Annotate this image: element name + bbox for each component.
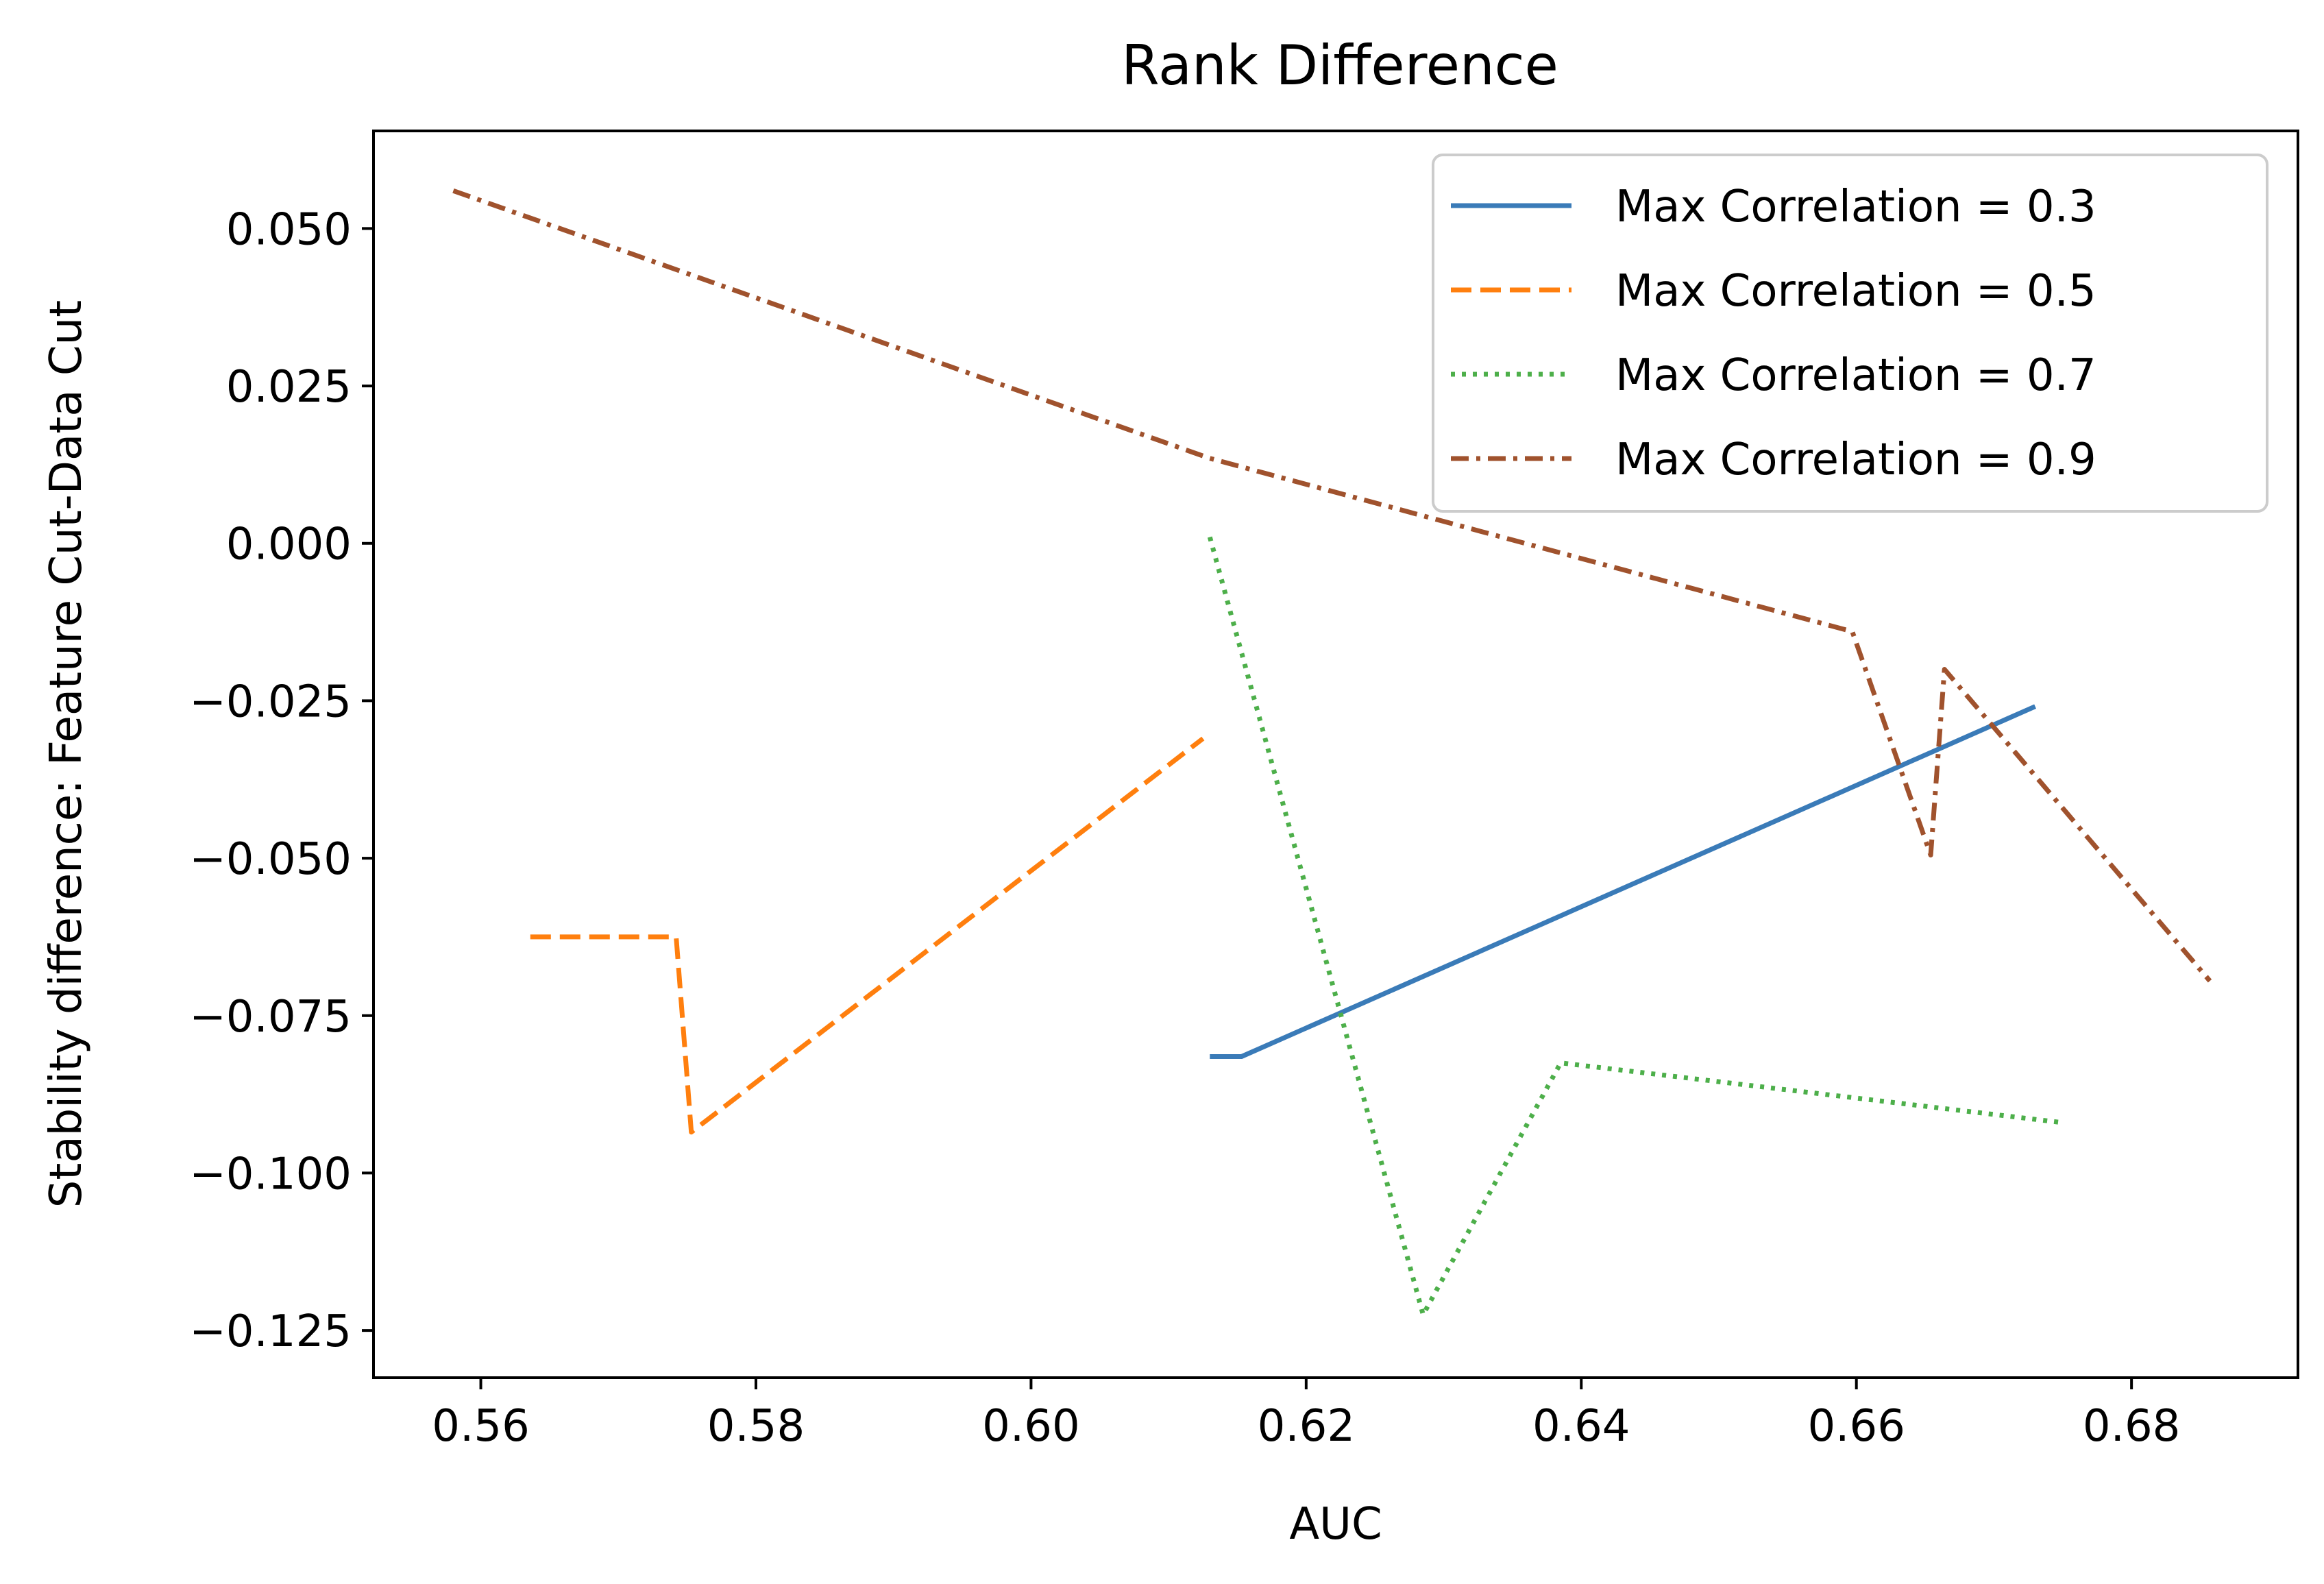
y-tick-label: −0.075 [189,992,352,1043]
legend-label-3: Max Correlation = 0.7 [1615,350,2096,401]
x-tick-label: 0.58 [707,1401,805,1452]
series-line-2 [530,736,1205,1135]
y-axis-label: Stability difference: Feature Cut-Data C… [41,300,92,1208]
series-line-4 [452,188,2212,983]
x-tick-label: 0.68 [2083,1401,2181,1452]
legend-label-1: Max Correlation = 0.3 [1615,182,2096,232]
series-layer [452,188,2212,1317]
x-tick-label: 0.62 [1258,1401,1356,1452]
y-tick-label: −0.050 [189,834,352,885]
legend-label-4: Max Correlation = 0.9 [1615,435,2096,485]
legend-box [1432,154,2268,513]
y-tick-label: −0.100 [189,1149,352,1199]
x-tick-label: 0.66 [1807,1401,1905,1452]
y-tick-label: 0.000 [226,520,352,570]
chart-title: Rank Difference [1121,34,1558,97]
x-axis-label: AUC [1289,1499,1382,1550]
plot-frame [372,130,2299,1379]
legend: Max Correlation = 0.3 Max Correlation = 0… [1432,154,2268,513]
x-tick-label: 0.64 [1532,1401,1630,1452]
y-tick-label: −0.025 [189,677,352,727]
legend-label-2: Max Correlation = 0.5 [1615,266,2096,317]
x-axis: 0.56 0.58 0.60 0.62 0.64 0.66 0.68 [432,1378,2180,1452]
series-line-1 [1210,704,2037,1059]
legend-entries: Max Correlation = 0.3 Max Correlation = 0… [1451,182,2096,485]
y-axis: 0.050 0.025 0.000 −0.025 −0.050 −0.075 −0.100 −… [189,204,374,1357]
x-tick-label: 0.60 [982,1401,1080,1452]
y-tick-label: −0.125 [189,1306,352,1357]
y-tick-label: 0.025 [226,362,352,413]
y-tick-label: 0.050 [226,204,352,255]
x-tick-label: 0.56 [432,1401,530,1452]
